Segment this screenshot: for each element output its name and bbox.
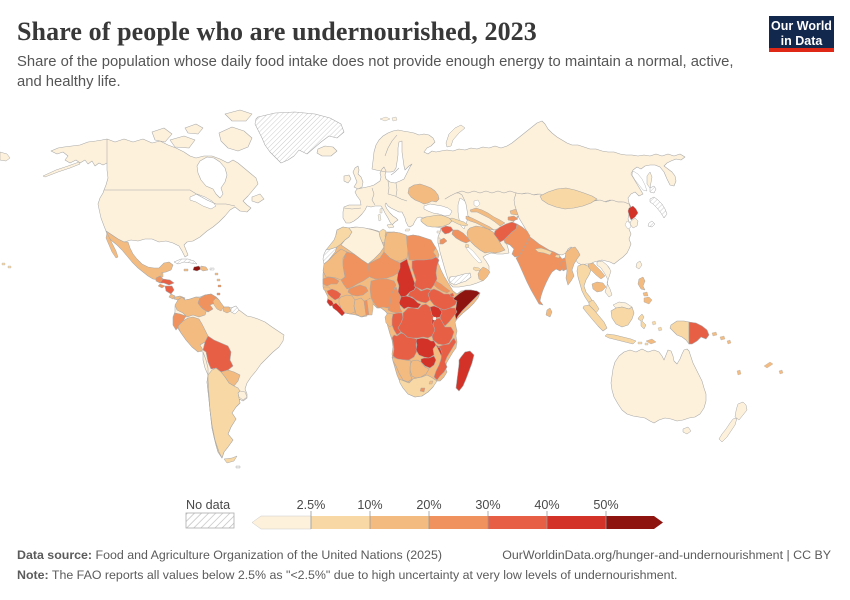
svg-text:40%: 40% [534,498,559,512]
svg-text:2.5%: 2.5% [297,498,326,512]
svg-text:30%: 30% [475,498,500,512]
svg-text:10%: 10% [357,498,382,512]
svg-text:20%: 20% [416,498,441,512]
svg-text:No data: No data [186,498,230,512]
svg-text:50%: 50% [593,498,618,512]
